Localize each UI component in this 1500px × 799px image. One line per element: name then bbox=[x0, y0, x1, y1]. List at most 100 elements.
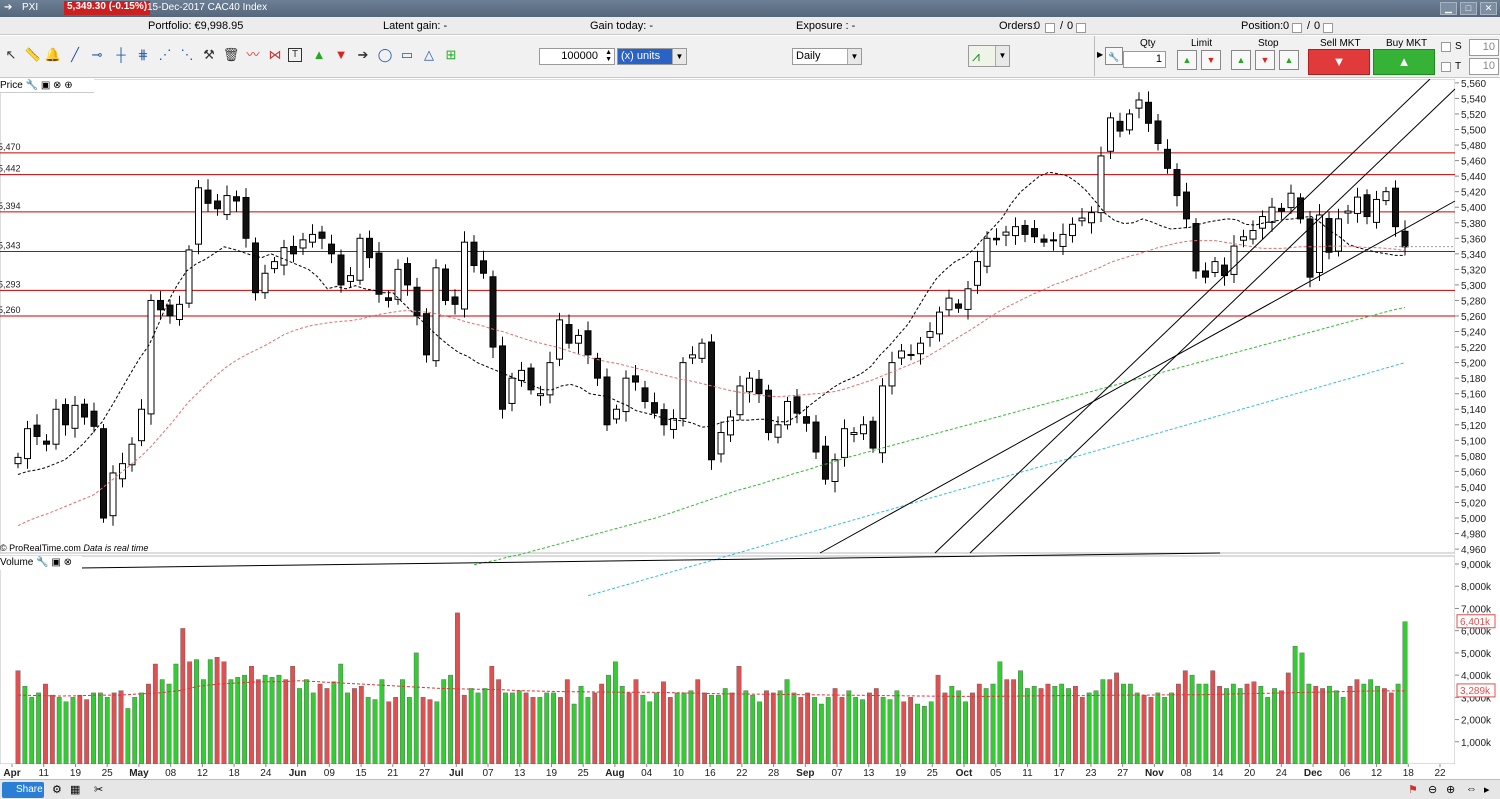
panel-window-icon[interactable]: ▣ bbox=[40, 80, 51, 91]
candle-up bbox=[1230, 245, 1238, 275]
volume-bar-up bbox=[1375, 686, 1380, 765]
x-tick-label: Apr bbox=[3, 768, 20, 779]
minimize-button[interactable]: ▁ bbox=[1440, 2, 1457, 15]
gann-icon[interactable]: ⊞ bbox=[445, 47, 457, 62]
chart-area[interactable]: 4,960 4,980 5,000 5,020 5,040 5,060 5,080 5,100… bbox=[0, 79, 1500, 784]
stop-loss-input[interactable]: 10 bbox=[1469, 39, 1499, 56]
bookmark-icon[interactable]: ⚑ bbox=[1408, 784, 1418, 796]
text-tool-icon[interactable]: T bbox=[288, 48, 302, 62]
candle-up bbox=[698, 342, 706, 359]
x-tick-label: Aug bbox=[605, 768, 624, 779]
volume-bar-up bbox=[468, 688, 474, 765]
tools-icon[interactable]: ⚒ bbox=[203, 47, 215, 62]
trash-icon[interactable]: 🗑 bbox=[222, 47, 240, 62]
volume-tick-label: 8,000k bbox=[1461, 582, 1492, 593]
candle-down bbox=[242, 197, 250, 239]
candle-down bbox=[641, 387, 649, 402]
stop-sell-button[interactable]: ▼ bbox=[1255, 50, 1275, 70]
volume-bar-down bbox=[1347, 686, 1353, 765]
triangle-icon[interactable]: △ bbox=[424, 47, 434, 62]
panel-window-icon[interactable]: ▣ bbox=[51, 557, 61, 568]
rectangle-icon[interactable]: ▭ bbox=[400, 47, 414, 62]
candle-down bbox=[594, 357, 601, 379]
candle-up bbox=[109, 472, 117, 517]
candle-up bbox=[1135, 99, 1143, 109]
vertical-line-icon[interactable]: ┼ bbox=[116, 47, 126, 62]
volume-bar-down bbox=[935, 674, 941, 765]
volume-bar-up bbox=[619, 686, 625, 765]
volume-tick-label: 6,000k bbox=[1461, 627, 1492, 638]
volume-bar-up bbox=[640, 694, 646, 765]
volume-bar-down bbox=[558, 697, 563, 765]
take-profit-checkbox[interactable] bbox=[1441, 62, 1451, 72]
volume-bar-up bbox=[406, 697, 412, 765]
zigzag-icon[interactable]: 〰 bbox=[246, 47, 260, 62]
y-tick-label: 5,000 bbox=[1461, 514, 1486, 525]
close-button[interactable]: ✕ bbox=[1480, 2, 1497, 15]
share-button[interactable]: Share bbox=[2, 782, 44, 798]
candle-down bbox=[100, 428, 107, 519]
fibonacci-icon[interactable]: ⋰ bbox=[158, 47, 172, 62]
sell-arrow-icon[interactable]: ▼ bbox=[334, 47, 348, 62]
candle-down bbox=[385, 297, 392, 301]
candle-down bbox=[765, 389, 772, 434]
take-profit-input[interactable]: 10 bbox=[1469, 58, 1499, 75]
candle-down bbox=[318, 231, 326, 239]
candle-up bbox=[613, 408, 620, 420]
candle-up bbox=[71, 404, 79, 429]
fit-icon[interactable]: ⇔ bbox=[1466, 783, 1477, 795]
candle-down bbox=[1145, 101, 1152, 124]
chart-style-menu[interactable]: ⩘ ▼ bbox=[968, 45, 1010, 67]
scissors-icon[interactable]: ✂ bbox=[94, 784, 104, 796]
horizontal-line-icon[interactable]: ⊸ bbox=[91, 47, 103, 62]
calendar-icon[interactable]: ▦ bbox=[70, 784, 81, 796]
wrench-icon[interactable]: 🔧 bbox=[36, 557, 49, 568]
panel-close-icon[interactable]: ⊗ bbox=[53, 80, 62, 91]
fan-icon[interactable]: ⋱ bbox=[180, 47, 194, 62]
units-select[interactable]: (x) units ▼ bbox=[617, 48, 687, 65]
buy-arrow-icon[interactable]: ▲ bbox=[312, 47, 326, 62]
volume-bar-down bbox=[111, 692, 117, 765]
limit-buy-button[interactable]: ▲ bbox=[1177, 50, 1197, 70]
channel-icon[interactable]: ⋕ bbox=[137, 47, 149, 62]
stop-buy-button[interactable]: ▲ bbox=[1231, 50, 1251, 70]
order-qty-input[interactable]: 1 bbox=[1123, 51, 1166, 68]
candle-up bbox=[1316, 214, 1323, 273]
candle-down bbox=[290, 245, 297, 255]
y-tick-label: 5,540 bbox=[1461, 94, 1486, 105]
limit-sell-button[interactable]: ▼ bbox=[1201, 50, 1221, 70]
buy-market-button[interactable]: ▲ bbox=[1373, 49, 1435, 75]
quantity-input[interactable]: 100000 ▲ ▼ bbox=[539, 48, 615, 65]
period-select[interactable]: Daily ▼ bbox=[792, 48, 862, 65]
volume-bar-up bbox=[29, 697, 35, 765]
scroll-right-icon[interactable]: ▸ bbox=[1484, 784, 1490, 796]
volume-bar-up bbox=[173, 663, 179, 765]
volume-bar-down bbox=[1004, 679, 1010, 765]
alert-bell-icon[interactable]: 🔔 bbox=[44, 47, 62, 62]
zoom-out-icon[interactable]: ⊖ bbox=[1428, 784, 1438, 796]
y-tick-label: 5,120 bbox=[1461, 421, 1486, 432]
panel-add-icon[interactable]: ⊕ bbox=[64, 80, 73, 91]
pattern-icon[interactable]: ⋈ bbox=[268, 47, 282, 62]
wrench-icon[interactable]: 🔧 bbox=[1105, 47, 1123, 65]
price-volume-chart[interactable]: 4,960 4,980 5,000 5,020 5,040 5,060 5,080 5,100… bbox=[0, 79, 1500, 779]
stop-loss-checkbox[interactable] bbox=[1441, 42, 1451, 52]
sell-market-button[interactable]: ▼ bbox=[1308, 49, 1370, 75]
stop-trailing-button[interactable]: ▲ bbox=[1279, 50, 1299, 70]
wrench-icon[interactable]: 🔧 bbox=[25, 80, 39, 91]
arrow-right-icon[interactable]: ➔ bbox=[357, 47, 369, 62]
cursor-icon[interactable]: ↖ bbox=[5, 47, 17, 62]
zoom-in-icon[interactable]: ⊕ bbox=[1446, 784, 1456, 796]
volume-bar-up bbox=[715, 694, 721, 765]
volume-bar-up bbox=[1292, 646, 1298, 765]
ruler-icon[interactable]: 📏 bbox=[24, 47, 42, 62]
volume-bar-down bbox=[1079, 697, 1085, 765]
panel-arrow-icon[interactable]: ▶ bbox=[1097, 50, 1104, 59]
candle-up bbox=[119, 463, 126, 480]
maximize-button[interactable]: □ bbox=[1460, 2, 1477, 15]
trendline-icon[interactable]: ╱ bbox=[71, 47, 79, 62]
link-icon[interactable]: ⚙ bbox=[52, 784, 62, 796]
take-profit-label: T bbox=[1455, 61, 1462, 72]
panel-close-icon[interactable]: ⊗ bbox=[63, 557, 72, 568]
ellipse-icon[interactable]: ◯ bbox=[377, 47, 393, 62]
